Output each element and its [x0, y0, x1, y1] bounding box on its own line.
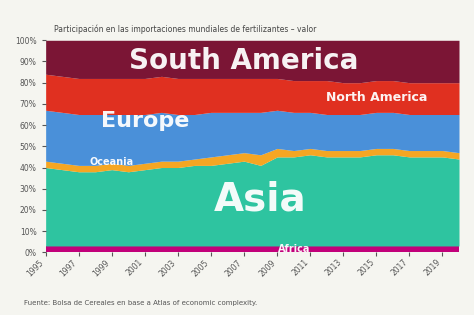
Text: South America: South America — [129, 48, 359, 76]
Text: Asia: Asia — [214, 180, 307, 218]
Text: Africa: Africa — [277, 244, 310, 254]
Text: Participación en las importaciones mundiales de fertilizantes – valor: Participación en las importaciones mundi… — [54, 25, 316, 34]
Text: Oceania: Oceania — [90, 157, 134, 167]
Text: North America: North America — [326, 91, 427, 104]
Text: Europe: Europe — [100, 111, 189, 131]
Text: Fuente: Bolsa de Cereales en base a Atlas of economic complexity.: Fuente: Bolsa de Cereales en base a Atla… — [24, 300, 257, 306]
